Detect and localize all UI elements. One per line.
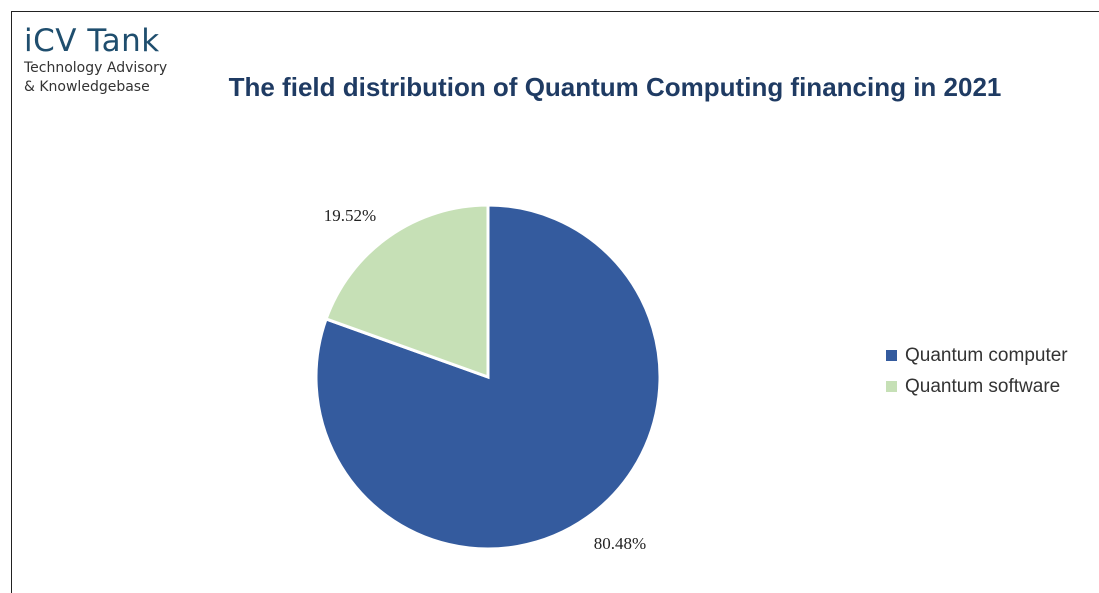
pie-slice-quantum-software (324, 203, 490, 380)
legend-swatch-quantum-software (886, 381, 897, 392)
chart-title: The field distribution of Quantum Comput… (228, 72, 1002, 102)
logo: iCV Tank Technology Advisory & Knowledge… (24, 26, 167, 95)
legend: Quantum computer Quantum software (886, 340, 1068, 402)
legend-label-quantum-software: Quantum software (905, 375, 1061, 397)
legend-label-quantum-computer: Quantum computer (905, 344, 1068, 366)
data-label-quantum-computer: 80.48% (594, 534, 646, 553)
logo-tagline-2: & Knowledgebase (24, 79, 150, 95)
logo-name: iCV Tank (24, 23, 160, 59)
logo-tagline-1: Technology Advisory (24, 60, 168, 76)
legend-item-quantum-software: Quantum software (886, 371, 1068, 402)
chart-frame (11, 11, 1099, 593)
data-label-quantum-software: 19.52% (324, 206, 376, 225)
legend-item-quantum-computer: Quantum computer (886, 340, 1068, 371)
legend-swatch-quantum-computer (886, 350, 897, 361)
